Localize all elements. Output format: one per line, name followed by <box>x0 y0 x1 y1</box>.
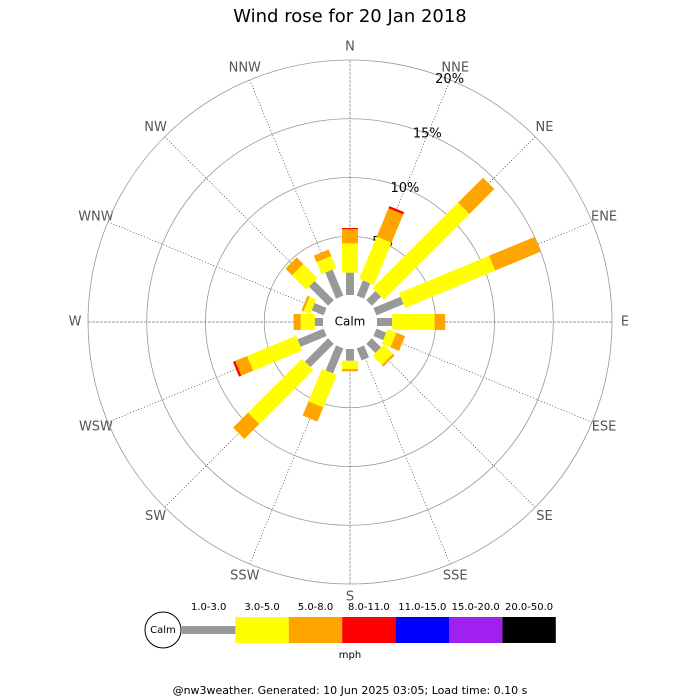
bar-segment <box>301 295 310 312</box>
grid-ring <box>146 118 554 526</box>
bar-segment <box>316 255 337 275</box>
bar-segment <box>325 345 344 374</box>
direction-label: S <box>346 590 354 605</box>
bar-segment <box>232 360 242 377</box>
bar-segment <box>235 355 254 376</box>
direction-label: ENE <box>591 209 617 224</box>
legend-label: 8.0-11.0 <box>348 602 390 613</box>
grid-ring <box>205 177 495 467</box>
bar-segment <box>342 243 358 273</box>
ring-label: 15% <box>413 127 442 142</box>
ring-label: 10% <box>390 181 419 196</box>
bar-segment <box>381 328 397 348</box>
bar-segment <box>458 177 495 214</box>
direction-label: E <box>621 315 629 330</box>
bar-segment <box>346 272 354 295</box>
footer: @nw3weather. Generated: 10 Jun 2025 03:0… <box>173 684 528 697</box>
legend-label: 1.0-3.0 <box>191 602 226 613</box>
bar-segment <box>342 360 358 369</box>
bar-segment <box>342 229 358 244</box>
direction-label: W <box>69 315 82 330</box>
direction-label: NNE <box>441 60 469 75</box>
direction-label: SSW <box>230 569 260 584</box>
chart-title: Wind rose for 20 Jan 2018 <box>233 6 467 27</box>
bar-segment <box>377 318 393 326</box>
direction-label: WNW <box>78 209 114 224</box>
ring-label: 20% <box>435 72 464 87</box>
bar-segment <box>297 328 327 347</box>
bar-segment <box>346 349 354 361</box>
bar-segment <box>392 314 435 330</box>
bar-segment <box>356 345 369 361</box>
bar-segment <box>399 255 496 308</box>
bar-segment <box>313 249 332 263</box>
legend-calm-label: Calm <box>150 625 176 636</box>
bar-segment <box>359 236 392 285</box>
legend-label: 11.0-15.0 <box>398 602 446 613</box>
legend-swatch <box>182 626 236 634</box>
bar-segment <box>314 318 323 326</box>
legend-label: 20.0-50.0 <box>505 602 553 613</box>
direction-label: SSE <box>443 569 468 584</box>
calm-label: Calm <box>335 315 366 329</box>
bar-segment <box>303 296 317 315</box>
bar-segment <box>311 303 327 316</box>
direction-label: WSW <box>79 420 113 435</box>
bar-segment <box>434 314 446 330</box>
bar-segment <box>247 335 303 371</box>
direction-label: N <box>345 40 355 55</box>
bar-segment <box>489 236 541 271</box>
bar-segment <box>233 412 260 439</box>
direction-label: NNW <box>229 60 261 75</box>
bar-segment <box>302 401 324 422</box>
bar-segment <box>388 206 405 215</box>
bar-segment <box>292 264 318 290</box>
bar-segment <box>308 280 334 306</box>
bar-segment <box>373 296 404 316</box>
bar-segment <box>342 228 358 230</box>
bar-segment <box>342 368 358 372</box>
bar-segment <box>300 314 315 330</box>
bar-segment <box>390 332 406 351</box>
direction-label: SE <box>536 509 552 524</box>
bar-segment <box>247 358 314 425</box>
direction-label: ESE <box>592 420 617 435</box>
direction-label: NE <box>535 120 553 135</box>
legend-swatch <box>288 617 343 643</box>
bar-segment <box>366 338 382 354</box>
legend-swatch <box>342 617 396 643</box>
direction-label: SW <box>145 509 166 524</box>
calm-circle <box>324 296 376 348</box>
legend-swatch <box>449 617 503 643</box>
direction-label: NW <box>144 120 167 135</box>
unit-label: mph <box>339 650 361 661</box>
bar-segment <box>372 344 394 366</box>
bar-segment <box>304 338 334 368</box>
legend-calm <box>144 611 182 649</box>
legend-swatch <box>502 617 556 643</box>
bar-segment <box>372 202 470 300</box>
legend-label: 15.0-20.0 <box>452 602 500 613</box>
legend-swatch <box>395 617 449 643</box>
grid-ring <box>87 59 613 585</box>
bar-segment <box>285 257 304 276</box>
legend-swatch <box>235 617 289 643</box>
bar-segment <box>373 328 387 341</box>
legend-label: 5.0-8.0 <box>298 602 333 613</box>
bar-segment <box>293 314 301 330</box>
bar-segment <box>366 290 382 306</box>
bar-segment <box>308 368 337 408</box>
bar-segment <box>325 269 344 299</box>
bar-segment <box>381 353 395 367</box>
legend-label: 3.0-5.0 <box>244 602 279 613</box>
bar-segment <box>376 208 404 243</box>
bar-segment <box>356 280 371 299</box>
